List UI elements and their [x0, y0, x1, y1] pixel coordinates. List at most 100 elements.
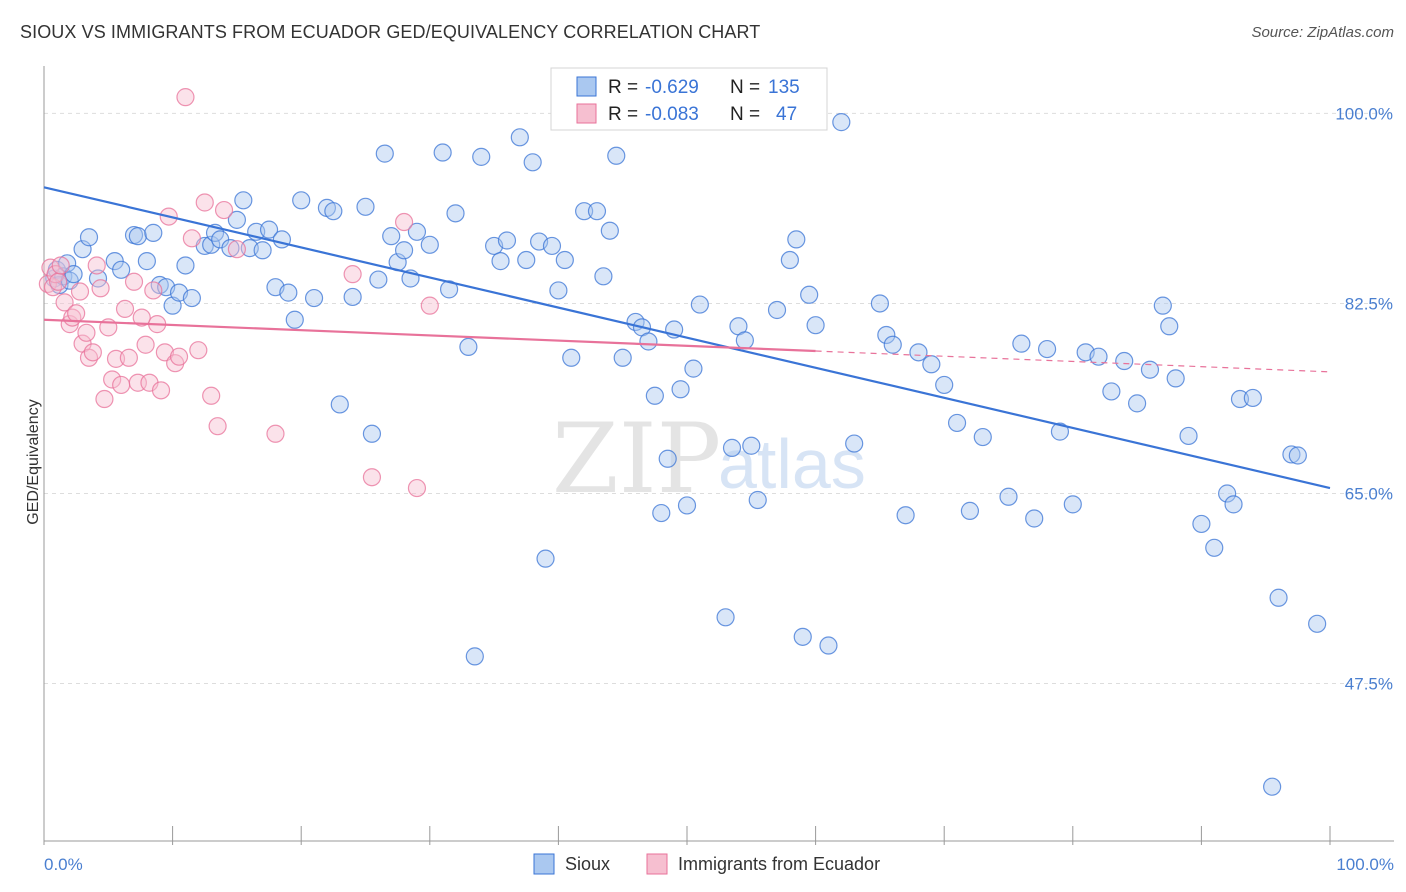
sioux-point	[356, 197, 375, 216]
legend-r-label-sioux: R =	[608, 77, 638, 98]
sioux-point	[253, 241, 272, 260]
ecuador-point	[112, 375, 131, 395]
ecuador-point	[144, 281, 163, 300]
chart-source: Source: ZipAtlas.com	[1251, 24, 1394, 41]
ecuador-point	[182, 229, 201, 248]
sioux-point	[1050, 422, 1070, 441]
legend-n-value-ecuador: 47	[776, 104, 797, 125]
y-tick-label: 82.5%	[1345, 294, 1393, 313]
sioux-point	[279, 283, 298, 302]
sioux-point	[600, 221, 619, 240]
sioux-point	[523, 153, 542, 172]
sioux-point	[973, 427, 992, 447]
sioux-point	[1308, 614, 1327, 633]
sioux-point	[806, 316, 825, 335]
ecuador-trend-line-extension	[815, 350, 1331, 373]
sioux-point	[144, 223, 163, 242]
sioux-point	[1102, 382, 1121, 401]
sioux-point	[176, 256, 195, 275]
ecuador-point	[169, 347, 189, 366]
ecuador-point	[115, 299, 135, 319]
sioux-point	[1205, 538, 1224, 557]
sioux-point	[1269, 588, 1288, 607]
sioux-point	[1115, 351, 1134, 371]
ecuador-trend-line	[43, 318, 816, 353]
sioux-point	[394, 241, 414, 260]
y-tick-label: 47.5%	[1345, 675, 1393, 694]
sioux-point	[1127, 394, 1147, 413]
sioux-point	[227, 210, 246, 229]
sioux-point	[375, 144, 394, 163]
ecuador-point	[49, 272, 68, 291]
ecuador-point	[151, 381, 171, 400]
sioux-point	[112, 260, 131, 279]
sioux-point	[555, 250, 574, 270]
ecuador-point	[51, 256, 70, 275]
sioux-point	[128, 227, 147, 246]
sioux-point	[1063, 495, 1082, 514]
sioux-point	[1012, 334, 1031, 353]
sioux-point	[234, 191, 253, 210]
sioux-point	[1288, 446, 1307, 465]
ecuador-point	[87, 256, 106, 275]
sioux-point	[742, 436, 761, 455]
bottom-legend: Sioux Immigrants from Ecuador	[533, 853, 880, 875]
sioux-point	[446, 204, 465, 223]
sioux-point	[1089, 347, 1108, 366]
legend-r-label-ecuador: R =	[608, 104, 638, 125]
sioux-point	[330, 395, 349, 414]
legend: R = -0.629 N = 135 R = -0.083 N = 47	[550, 67, 828, 131]
sioux-point	[343, 287, 362, 307]
sioux-point	[883, 335, 902, 354]
sioux-point	[324, 202, 343, 221]
ecuador-point	[189, 341, 208, 360]
ecuador-point	[176, 88, 195, 107]
ecuador-point	[103, 370, 122, 389]
sioux-point	[1224, 495, 1243, 514]
ecuador-point	[214, 200, 234, 220]
sioux-point	[536, 549, 555, 568]
sioux-point	[182, 288, 201, 308]
sioux-point	[472, 147, 491, 166]
ecuador-point	[95, 389, 114, 409]
sioux-point	[79, 228, 99, 247]
sioux-point	[137, 252, 156, 271]
ecuador-point	[83, 343, 102, 362]
sioux-point	[407, 222, 427, 241]
ecuador-point	[119, 348, 138, 367]
ecuador-point	[362, 468, 382, 487]
x-tick-label-max: 100.0%	[1336, 855, 1394, 874]
sioux-point	[292, 191, 311, 210]
sioux-point	[439, 280, 459, 299]
axes	[43, 66, 1394, 845]
watermark-zip: ZIP	[552, 403, 721, 515]
sioux-point	[1025, 509, 1044, 528]
sioux-point	[819, 636, 838, 655]
sioux-point	[369, 270, 388, 289]
sioux-point	[420, 235, 439, 254]
ecuador-point	[124, 272, 144, 291]
sioux-point	[684, 359, 703, 378]
y-tick-label: 100.0%	[1335, 104, 1393, 123]
sioux-point	[1166, 369, 1185, 388]
sioux-point	[285, 310, 304, 329]
sioux-point	[64, 265, 83, 284]
sioux-point	[877, 325, 896, 345]
ecuador-point	[55, 293, 74, 312]
sioux-point	[1153, 296, 1172, 315]
ecuador-point	[106, 349, 126, 368]
sioux-point	[497, 231, 517, 250]
legend-r-value-ecuador: -0.083	[645, 104, 699, 125]
y-tick-labels: 100.0% 82.5% 65.0% 47.5%	[1335, 104, 1393, 693]
x-tick-label-min: 0.0%	[44, 855, 83, 874]
sioux-trend-line	[43, 186, 1331, 490]
sioux-point	[549, 281, 568, 300]
sioux-point	[1179, 426, 1198, 446]
y-tick-label: 65.0%	[1345, 485, 1393, 504]
legend-r-value-sioux: -0.629	[645, 77, 699, 98]
sioux-point	[1243, 388, 1262, 408]
sioux-point	[999, 487, 1018, 506]
sioux-point	[935, 375, 954, 395]
sioux-point	[690, 295, 709, 314]
bottom-legend-label-sioux: Sioux	[565, 854, 610, 874]
